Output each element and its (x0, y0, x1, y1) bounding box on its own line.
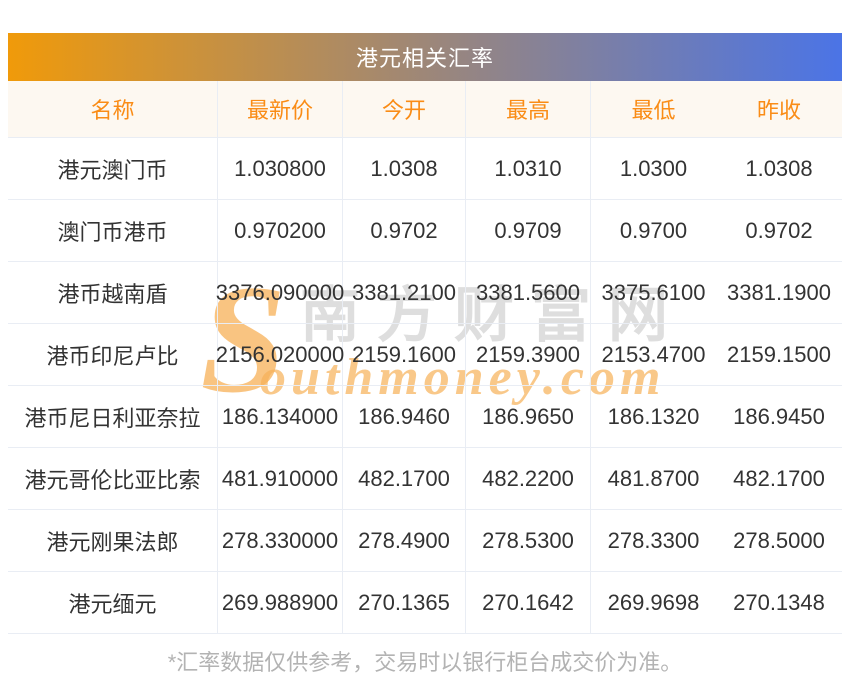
row-value: 186.1320 (607, 403, 700, 429)
row-value: 186.9460 (343, 386, 466, 447)
table-header-row: 名称 最新价 今开 最高 最低 昨收 (8, 81, 842, 138)
exchange-rate-table: 港元相关汇率 名称 最新价 今开 最高 最低 昨收 港元澳门币 1.030800 1.0308… (8, 33, 842, 634)
table-row: 港元刚果法郎 278.330000 278.4900 278.5300 278.3300… (8, 510, 842, 572)
row-value: 269.9698 (607, 589, 700, 615)
row-value: 278.330000 (218, 510, 343, 571)
table-body: 港元澳门币 1.030800 1.0308 1.0310 1.0300 1.0308 澳门币… (8, 138, 842, 634)
row-value: 270.1365 (343, 572, 466, 633)
table-row: 港币尼日利亚奈拉 186.134000 186.9460 186.9650 186.13… (8, 386, 842, 448)
row-value: 186.134000 (218, 386, 343, 447)
row-value: 3381.2100 (343, 262, 466, 323)
row-value: 2156.020000 (216, 324, 344, 385)
row-value: 0.9709 (466, 200, 591, 261)
row-value: 2153.4700 (601, 341, 706, 367)
row-value: 270.1642 (466, 572, 591, 633)
row-value: 3381.1900 (727, 279, 831, 305)
row-value: 278.5000 (733, 527, 825, 553)
row-value: 0.970200 (218, 200, 343, 261)
row-value: 269.988900 (218, 572, 343, 633)
row-value: 278.4900 (343, 510, 466, 571)
row-name: 港币印尼卢比 (8, 324, 218, 385)
table-row: 澳门币港币 0.970200 0.9702 0.9709 0.9700 0.9702 (8, 200, 842, 262)
column-header-5: 昨收 (756, 98, 801, 123)
row-value: 186.9650 (466, 386, 591, 447)
row-value: 0.9700 (619, 217, 688, 243)
row-value: 482.1700 (733, 465, 825, 491)
row-value: 186.9450 (733, 403, 825, 429)
row-value: 3375.6100 (601, 279, 706, 305)
column-header-0: 名称 (8, 81, 218, 137)
row-value: 2159.3900 (466, 324, 591, 385)
row-value: 0.9702 (745, 217, 813, 243)
row-name: 港元缅元 (8, 572, 218, 633)
table-row: 港元澳门币 1.030800 1.0308 1.0310 1.0300 1.0308 (8, 138, 842, 200)
row-value: 278.3300 (607, 527, 700, 553)
row-value: 278.5300 (466, 510, 591, 571)
row-value: 3376.090000 (216, 262, 344, 323)
row-value: 481.8700 (607, 465, 700, 491)
row-value: 3381.5600 (466, 262, 591, 323)
row-value: 482.2200 (466, 448, 591, 509)
row-name: 港元刚果法郎 (8, 510, 218, 571)
row-name: 澳门币港币 (8, 200, 218, 261)
row-value: 2159.1500 (727, 341, 831, 367)
row-value: 1.0300 (619, 155, 688, 181)
row-value: 270.1348 (733, 589, 825, 615)
row-value: 1.030800 (218, 138, 343, 199)
column-header-3: 最高 (466, 81, 591, 137)
row-name: 港元哥伦比亚比索 (8, 448, 218, 509)
row-value: 482.1700 (343, 448, 466, 509)
footnote: *汇率数据仅供参考，交易时以银行柜台成交价为准。 (167, 650, 683, 675)
table-title-bar: 港元相关汇率 (8, 33, 842, 81)
row-name: 港币越南盾 (8, 262, 218, 323)
row-value: 1.0310 (466, 138, 591, 199)
row-value: 1.0308 (745, 155, 813, 181)
column-header-4: 最低 (631, 98, 676, 123)
table-row: 港币越南盾 3376.090000 3381.2100 3381.5600 3375.6… (8, 262, 842, 324)
row-value: 0.9702 (343, 200, 466, 261)
row-value: 2159.1600 (343, 324, 466, 385)
column-header-2: 今开 (343, 81, 466, 137)
row-name: 港元澳门币 (8, 138, 218, 199)
row-value: 481.910000 (218, 448, 343, 509)
column-header-1: 最新价 (218, 81, 343, 137)
table-row: 港元哥伦比亚比索 481.910000 482.1700 482.2200 481.87… (8, 448, 842, 510)
table-title: 港元相关汇率 (355, 46, 494, 71)
row-name: 港币尼日利亚奈拉 (8, 386, 218, 447)
table-row: 港币印尼卢比 2156.020000 2159.1600 2159.3900 2153.… (8, 324, 842, 386)
table-row: 港元缅元 269.988900 270.1365 270.1642 269.9698 27… (8, 572, 842, 634)
row-value: 1.0308 (343, 138, 466, 199)
